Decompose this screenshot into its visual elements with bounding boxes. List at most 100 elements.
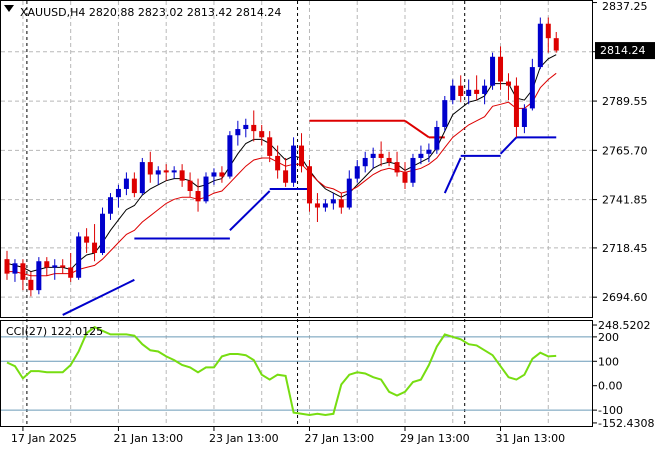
candle-body <box>314 203 320 208</box>
time-tick-label: 21 Jan 13:00 <box>113 432 183 445</box>
cci-line <box>6 325 557 417</box>
candle-body <box>450 85 456 101</box>
candle-body <box>466 89 472 97</box>
trailing-stop-lines <box>62 119 557 316</box>
candle-body <box>28 279 34 291</box>
candle <box>107 193 113 220</box>
candle <box>450 79 456 105</box>
candle-body <box>362 157 368 167</box>
candle-body <box>155 170 161 175</box>
candle <box>466 79 472 105</box>
candle <box>410 153 416 187</box>
candle <box>52 259 58 280</box>
price-panel-frame <box>0 0 593 318</box>
last-price-label: 2814.24 <box>600 44 646 57</box>
price-chart-title: XAUUSD,H4 2820.88 2823.02 2813.42 2814.2… <box>20 6 281 19</box>
candle-body <box>434 126 440 150</box>
candle-body <box>521 108 527 127</box>
support-stop-segment <box>443 157 462 194</box>
candle <box>195 178 201 212</box>
candle <box>100 207 106 256</box>
candle <box>537 17 543 70</box>
candle <box>458 75 464 103</box>
candle-body <box>60 265 66 268</box>
candle <box>553 31 559 53</box>
cci-title: CCI(27) 122.0125 <box>6 325 103 338</box>
candle <box>84 228 90 253</box>
candle <box>219 166 225 183</box>
candle-body <box>338 199 344 208</box>
candle <box>20 259 26 291</box>
candle-body <box>418 153 424 158</box>
candle <box>378 141 384 167</box>
candle-body <box>107 197 113 214</box>
candle-body <box>299 145 305 167</box>
candle <box>131 172 137 198</box>
candle-body <box>275 155 281 171</box>
candle <box>354 160 360 183</box>
candle-body <box>171 170 177 173</box>
candle <box>227 131 233 179</box>
candle-body <box>195 191 201 202</box>
candle <box>179 164 185 187</box>
candle <box>92 224 98 262</box>
candle <box>442 96 448 132</box>
slow-ma-line <box>7 72 557 277</box>
candle-body <box>131 178 137 194</box>
candle-body <box>163 170 169 173</box>
candle <box>291 137 297 187</box>
candle-body <box>100 213 106 253</box>
time-tick-label: 27 Jan 13:00 <box>304 432 374 445</box>
cci-tick-label: 100 <box>598 355 619 368</box>
candle <box>171 166 177 179</box>
candle-body <box>529 67 535 109</box>
candle-body <box>553 38 559 51</box>
cci-tick-label: -152.4308 <box>598 417 654 430</box>
cci-tick-label: 200 <box>598 331 619 344</box>
support-stop-segment <box>62 278 135 316</box>
candle-body <box>36 261 42 291</box>
candle-body <box>386 157 392 163</box>
candle <box>139 157 145 196</box>
price-tick-label: 2765.70 <box>602 144 648 157</box>
candle-body <box>505 81 511 86</box>
time-axis: 17 Jan 2025 21 Jan 13:00 23 Jan 13:00 27 Ja… <box>11 426 565 445</box>
candle <box>76 232 82 280</box>
candle-body <box>330 199 336 204</box>
candle-body <box>139 162 145 194</box>
time-tick-label: 23 Jan 13:00 <box>209 432 279 445</box>
candle-body <box>179 170 185 181</box>
candle <box>474 75 480 101</box>
candle <box>267 131 273 163</box>
candle-body <box>147 162 153 175</box>
candle <box>251 110 257 142</box>
time-tick-label: 31 Jan 13:00 <box>496 432 566 445</box>
candle-body <box>370 153 376 158</box>
candle-body <box>378 153 384 158</box>
candle <box>163 164 169 181</box>
candle-body <box>426 149 432 154</box>
candle-body <box>291 145 297 183</box>
candle <box>36 257 42 295</box>
price-tick-label: 2837.25 <box>602 0 648 13</box>
candle-body <box>76 236 82 278</box>
candle-body <box>68 267 74 278</box>
time-tick-label: 17 Jan 2025 <box>11 432 77 445</box>
candle-body <box>235 129 241 136</box>
candle <box>259 124 265 146</box>
candle-body <box>92 242 98 253</box>
cci-levels <box>1 336 592 411</box>
support-stop-segment <box>499 136 518 155</box>
candle-body <box>283 170 289 183</box>
candle-body <box>394 162 400 173</box>
candle-body <box>84 236 90 243</box>
cci-panel-frame <box>0 320 593 427</box>
candle-body <box>458 85 464 97</box>
price-tick-label: 2789.55 <box>602 95 648 108</box>
cci-tick-label: -100 <box>598 404 623 417</box>
candle-body <box>482 85 488 94</box>
candle <box>490 52 496 90</box>
candle-body <box>306 166 312 204</box>
candle-body <box>52 265 58 268</box>
candle <box>434 120 440 154</box>
